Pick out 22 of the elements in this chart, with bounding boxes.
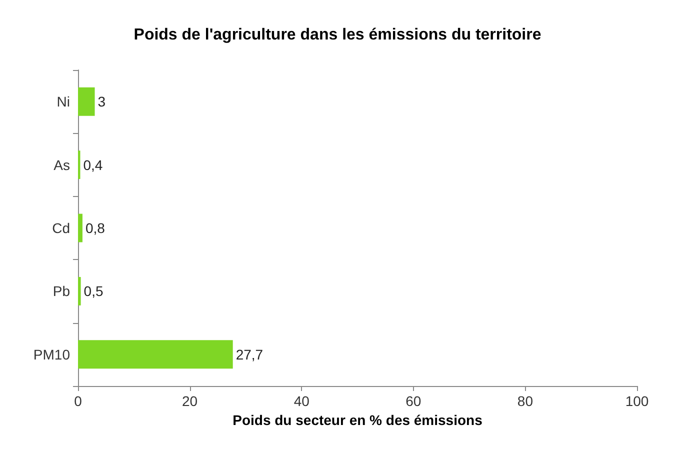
data-label: 0,8 bbox=[85, 220, 106, 236]
x-tick-label: 40 bbox=[294, 393, 310, 409]
data-label: 0,4 bbox=[83, 156, 103, 173]
chart-title: Poids de l'agriculture dans les émissions du territoire bbox=[134, 26, 542, 44]
data-label: 3 bbox=[98, 94, 106, 110]
y-tick-label: As bbox=[54, 156, 70, 173]
y-tick-label: Pb bbox=[52, 283, 70, 300]
bar bbox=[78, 87, 95, 116]
x-tick-label: 100 bbox=[625, 393, 649, 409]
x-tick-label: 80 bbox=[517, 393, 534, 409]
x-tick-label: 0 bbox=[74, 393, 82, 409]
bar bbox=[78, 340, 233, 369]
x-tick-label: 20 bbox=[182, 393, 198, 409]
bar bbox=[78, 276, 81, 306]
y-tick-label: Cd bbox=[52, 220, 70, 236]
x-tick-label: 60 bbox=[406, 393, 422, 409]
y-tick-label: PM10 bbox=[33, 346, 70, 362]
x-axis-title: Poids du secteur en % des émissions bbox=[232, 412, 483, 428]
data-label: 0,5 bbox=[84, 283, 104, 300]
bar bbox=[78, 214, 82, 242]
data-label: 27,7 bbox=[236, 346, 264, 362]
y-tick-label: Ni bbox=[56, 94, 70, 110]
